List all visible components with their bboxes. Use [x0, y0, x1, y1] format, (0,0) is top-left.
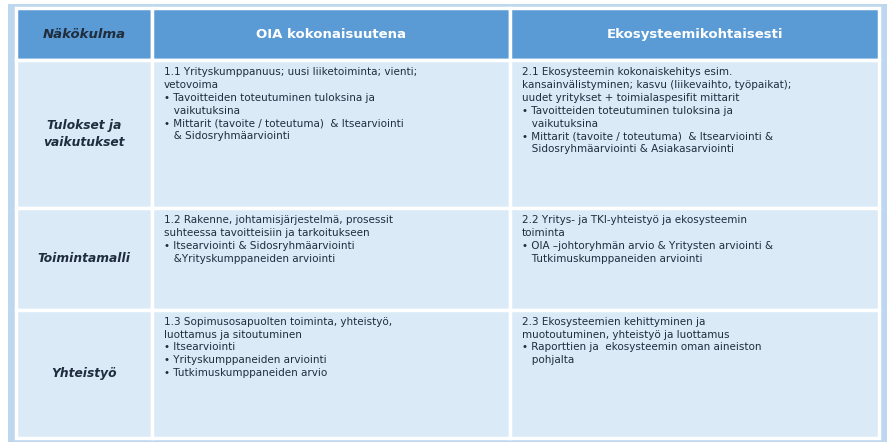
Bar: [152, 60, 510, 208]
Text: 2.3 Ekosysteemien kehittyminen ja
muotoutuminen, yhteistyö ja luottamus
• Raport: 2.3 Ekosysteemien kehittyminen ja muotou…: [521, 317, 761, 365]
Text: 1.1 Yrityskumppanuus; uusi liiketoiminta; vienti;
vetovoima
• Tavoitteiden toteu: 1.1 Yrityskumppanuus; uusi liiketoiminta…: [164, 67, 417, 141]
Bar: [152, 8, 510, 60]
Bar: [510, 208, 878, 310]
Bar: [16, 8, 152, 60]
Text: 2.2 Yritys- ja TKI-yhteistyö ja ekosysteemin
toiminta
• OIA –johtoryhmän arvio &: 2.2 Yritys- ja TKI-yhteistyö ja ekosyste…: [521, 215, 772, 264]
Text: 1.2 Rakenne, johtamisjärjestelmä, prosessit
suhteessa tavoitteisiin ja tarkoituk: 1.2 Rakenne, johtamisjärjestelmä, proses…: [164, 215, 392, 264]
Text: OIA kokonaisuutena: OIA kokonaisuutena: [257, 28, 406, 41]
Text: Toimintamalli: Toimintamalli: [38, 252, 131, 265]
Bar: [152, 208, 510, 310]
Bar: [510, 310, 878, 438]
Text: 1.3 Sopimusosapuolten toiminta, yhteistyö,
luottamus ja sitoutuminen
• Itsearvio: 1.3 Sopimusosapuolten toiminta, yhteisty…: [164, 317, 392, 378]
Bar: [510, 60, 878, 208]
Text: Ekosysteemikohtaisesti: Ekosysteemikohtaisesti: [606, 28, 782, 41]
Bar: [510, 8, 878, 60]
Text: Näkökulma: Näkökulma: [43, 28, 126, 41]
Text: Tulokset ja
vaikutukset: Tulokset ja vaikutukset: [44, 120, 125, 149]
Bar: [16, 60, 152, 208]
Text: 2.1 Ekosysteemin kokonaiskehitys esim.
kansainvälistyminen; kasvu (liikevaihto, : 2.1 Ekosysteemin kokonaiskehitys esim. k…: [521, 67, 790, 154]
Bar: [16, 310, 152, 438]
Text: Yhteistyö: Yhteistyö: [52, 368, 117, 380]
Bar: [152, 310, 510, 438]
Bar: [16, 208, 152, 310]
